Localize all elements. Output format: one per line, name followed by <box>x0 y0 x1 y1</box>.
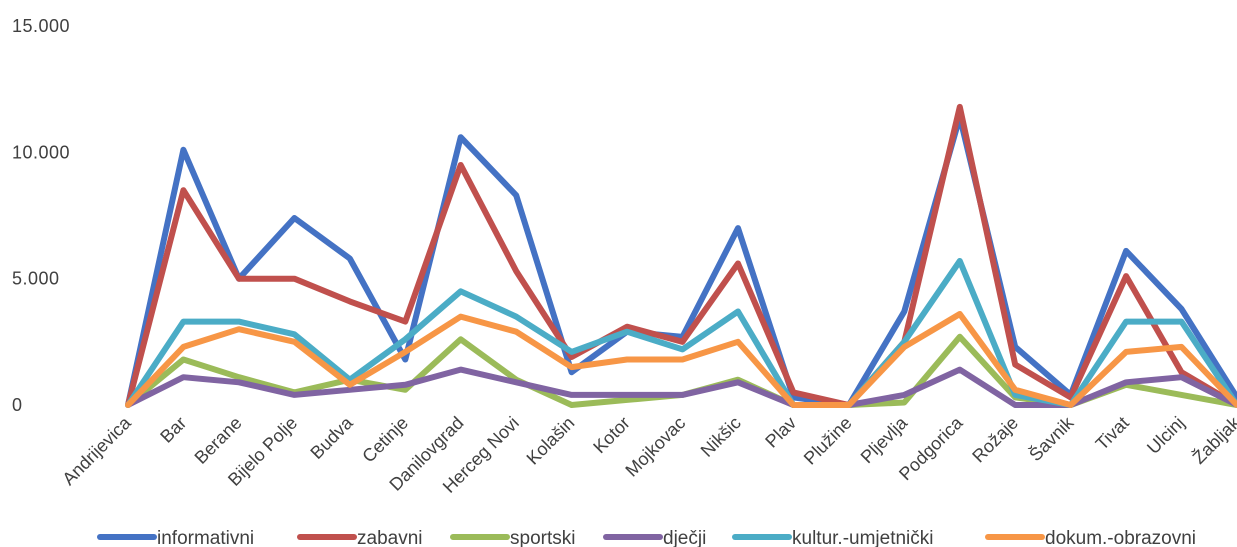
x-tick-label: Kolašin <box>523 413 579 469</box>
x-tick-label: Cetinje <box>358 413 412 467</box>
x-tick-label: Žabljak <box>1189 412 1237 468</box>
x-tick-label: Ulcinj <box>1143 413 1188 458</box>
y-tick-label: 15.000 <box>12 16 70 36</box>
legend-label: zabavni <box>357 528 423 547</box>
legend: informativni zabavni sportski dječji kultur.… <box>97 528 1196 547</box>
x-tick-label: Andrijevica <box>58 412 135 489</box>
legend-label: kultur.-umjetnički <box>792 528 934 547</box>
legend-label: dječji <box>663 528 706 547</box>
series-line-dje-ji <box>125 366 1237 408</box>
y-axis: 0 5.000 10.000 15.000 <box>12 16 70 415</box>
x-tick-label: Nikšic <box>697 413 745 461</box>
x-tick-label: Plav <box>761 413 800 452</box>
x-tick-label: Bar <box>156 413 190 447</box>
y-tick-label: 0 <box>12 395 23 415</box>
x-tick-label: Berane <box>191 413 246 468</box>
y-tick-label: 5.000 <box>12 269 60 289</box>
series-line-dokum-obrazovni <box>125 311 1237 408</box>
x-tick-label: Rožaje <box>968 413 1022 467</box>
series-layer <box>125 103 1237 408</box>
x-tick-label: Tivat <box>1092 413 1133 454</box>
legend-label: dokum.-obrazovni <box>1045 528 1196 547</box>
x-tick-label: Plužine <box>800 413 856 469</box>
legend-label: sportski <box>510 528 575 547</box>
x-tick-label: Pljevlja <box>857 412 912 467</box>
series-line-zabavni <box>125 103 1237 408</box>
x-tick-label: Šavnik <box>1024 411 1078 465</box>
y-tick-label: 10.000 <box>12 142 70 162</box>
x-tick-label: Budva <box>306 412 357 463</box>
legend-label: informativni <box>157 528 254 547</box>
x-tick-label: Kotor <box>589 413 634 458</box>
x-tick-label: Mojkovac <box>621 413 689 481</box>
